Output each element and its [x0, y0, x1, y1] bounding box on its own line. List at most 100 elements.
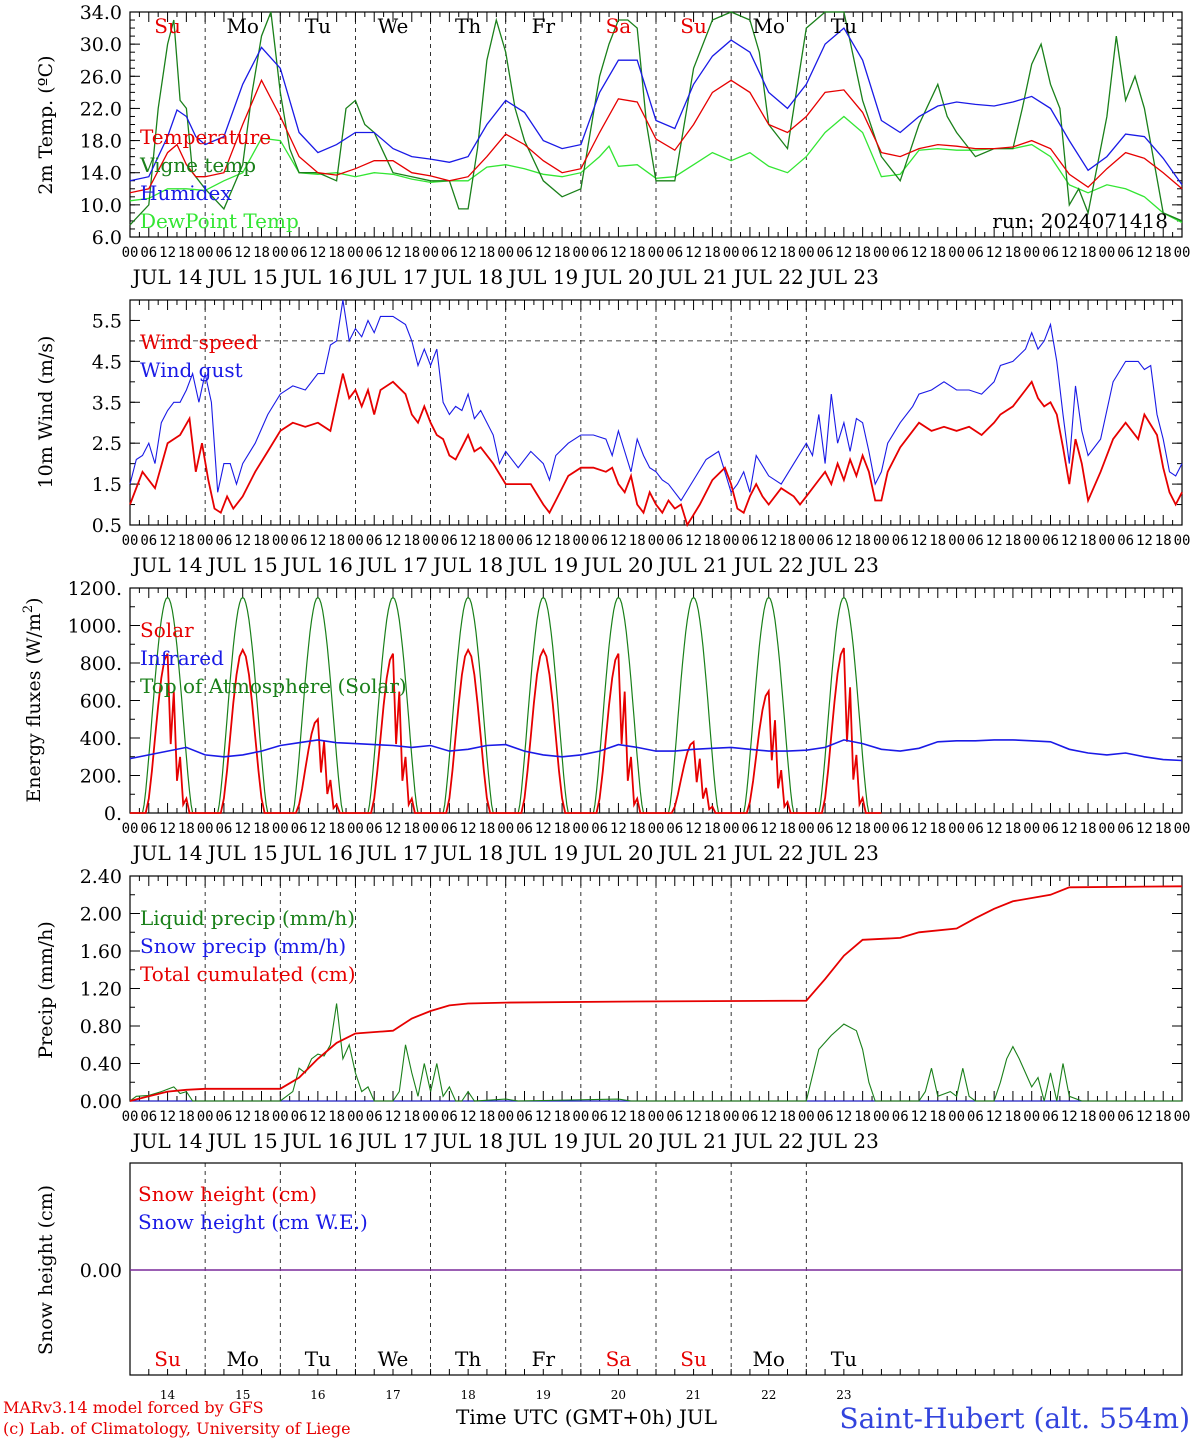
- y-tick-label: 0.5: [92, 515, 122, 537]
- weekday-label: Mo: [226, 14, 259, 38]
- weekday-label: Fr: [532, 14, 556, 38]
- hour-tick-label: 12: [159, 245, 176, 261]
- hour-tick-label: 00: [272, 245, 289, 261]
- hour-tick-label: 06: [666, 1109, 683, 1125]
- hour-tick-label: 06: [1042, 245, 1059, 261]
- weekday-label: Tu: [831, 14, 857, 38]
- hour-tick-label: 12: [234, 245, 251, 261]
- hour-tick-label: 18: [1155, 821, 1172, 837]
- hour-tick-label: 12: [835, 821, 852, 837]
- hour-tick-label: 00: [948, 533, 965, 549]
- hour-tick-label: 18: [1004, 533, 1021, 549]
- weekday-label-bottom: Fr: [532, 1347, 556, 1371]
- hour-tick-label: 18: [929, 533, 946, 549]
- hour-tick-label: 00: [798, 821, 815, 837]
- hour-tick-label: 06: [366, 245, 383, 261]
- y-tick-label: 26.0: [80, 66, 122, 88]
- y-tick-label: 1.20: [80, 979, 122, 1001]
- hour-tick-label: 12: [385, 821, 402, 837]
- date-label: JUL 22: [732, 265, 804, 289]
- hour-tick-label: 12: [835, 245, 852, 261]
- hour-tick-label: 00: [347, 1109, 364, 1125]
- y-axis-label-5: Snow height (cm): [35, 1185, 57, 1355]
- hour-tick-label: 12: [986, 245, 1003, 261]
- date-label: JUL 14: [131, 553, 203, 577]
- hour-tick-label: 06: [1117, 245, 1134, 261]
- date-label: JUL 18: [431, 1129, 503, 1153]
- hour-tick-label: 00: [572, 245, 589, 261]
- hour-tick-label: 18: [779, 533, 796, 549]
- date-label: JUL 17: [356, 1129, 428, 1153]
- hour-tick-label: 18: [704, 245, 721, 261]
- y-tick-label: 2.40: [80, 866, 122, 888]
- footer-model-credit: MARv3.14 model forced by GFS: [3, 1398, 264, 1417]
- hour-tick-label: 06: [366, 1109, 383, 1125]
- y-axis-label-3: Energy fluxes (W/m2): [21, 597, 45, 802]
- hour-tick-label: 18: [929, 1109, 946, 1125]
- hour-tick-label: 12: [385, 245, 402, 261]
- date-label: JUL 14: [131, 841, 203, 865]
- run-label: run: 2024071418: [992, 209, 1168, 233]
- y-tick-label: 0.40: [80, 1054, 122, 1076]
- hour-tick-label: 06: [817, 533, 834, 549]
- date-label: JUL 18: [431, 553, 503, 577]
- y-tick-label: 30.0: [80, 34, 122, 56]
- hour-tick-label: 18: [779, 821, 796, 837]
- hour-tick-label: 12: [159, 821, 176, 837]
- hour-tick-label: 12: [159, 533, 176, 549]
- hour-tick-label: 06: [366, 533, 383, 549]
- hour-tick-label: 06: [140, 533, 157, 549]
- date-label: JUL 20: [581, 553, 653, 577]
- hour-tick-label: 18: [554, 533, 571, 549]
- hour-tick-label: 06: [741, 533, 758, 549]
- hour-tick-label: 06: [1117, 533, 1134, 549]
- footer-copyright: (c) Lab. of Climatology, University of L…: [3, 1419, 351, 1438]
- legend-wind-speed: Wind speed: [140, 330, 258, 354]
- legend-humidex: Humidex: [140, 181, 232, 205]
- hour-tick-label: 12: [760, 245, 777, 261]
- hour-tick-label: 12: [760, 533, 777, 549]
- date-label: JUL 20: [581, 265, 653, 289]
- hour-tick-label: 12: [234, 1109, 251, 1125]
- hour-tick-label: 06: [591, 245, 608, 261]
- hour-tick-label: 18: [1080, 821, 1097, 837]
- series-vigne-temp: [129, 11, 1183, 226]
- hour-tick-label: 12: [685, 1109, 702, 1125]
- y-axis-label-1: 2m Temp. (ºC): [35, 55, 57, 194]
- hour-tick-label: 06: [441, 533, 458, 549]
- hour-tick-label: 00: [873, 245, 890, 261]
- hour-tick-label: 00: [497, 821, 514, 837]
- hour-tick-label: 00: [122, 245, 139, 261]
- y-tick-label: 600.: [80, 691, 122, 713]
- hour-tick-label: 12: [1136, 245, 1153, 261]
- hour-tick-label: 00: [497, 1109, 514, 1125]
- y-tick-label: 34.0: [80, 2, 122, 24]
- hour-tick-label: 06: [1042, 1109, 1059, 1125]
- hour-tick-label: 18: [253, 245, 270, 261]
- y-tick-label: 200.: [80, 766, 122, 788]
- hour-tick-label: 18: [253, 1109, 270, 1125]
- hour-tick-label: 12: [685, 533, 702, 549]
- hour-tick-label: 12: [535, 821, 552, 837]
- day-number-label: 18: [461, 1388, 476, 1402]
- hour-tick-label: 12: [1136, 1109, 1153, 1125]
- hour-tick-label: 00: [122, 1109, 139, 1125]
- hour-tick-label: 18: [178, 1109, 195, 1125]
- series-humidex: [129, 27, 1183, 186]
- day-number-label: 15: [235, 1388, 250, 1402]
- y-tick-label: 6.0: [92, 227, 122, 249]
- series-solar: [130, 647, 882, 814]
- hour-tick-label: 06: [817, 821, 834, 837]
- hour-tick-label: 06: [892, 821, 909, 837]
- hour-tick-label: 00: [347, 821, 364, 837]
- hour-tick-label: 06: [441, 821, 458, 837]
- y-tick-label: 400.: [80, 728, 122, 750]
- hour-tick-label: 18: [629, 533, 646, 549]
- legend-top-of-atmosphere-solar: Top of Atmosphere (Solar): [140, 674, 407, 698]
- weekday-label: Mo: [752, 14, 785, 38]
- hour-tick-label: 06: [591, 533, 608, 549]
- y-tick-label: 0.00: [80, 1091, 122, 1113]
- hour-tick-label: 18: [929, 245, 946, 261]
- hour-tick-label: 12: [760, 821, 777, 837]
- hour-tick-label: 00: [1098, 533, 1115, 549]
